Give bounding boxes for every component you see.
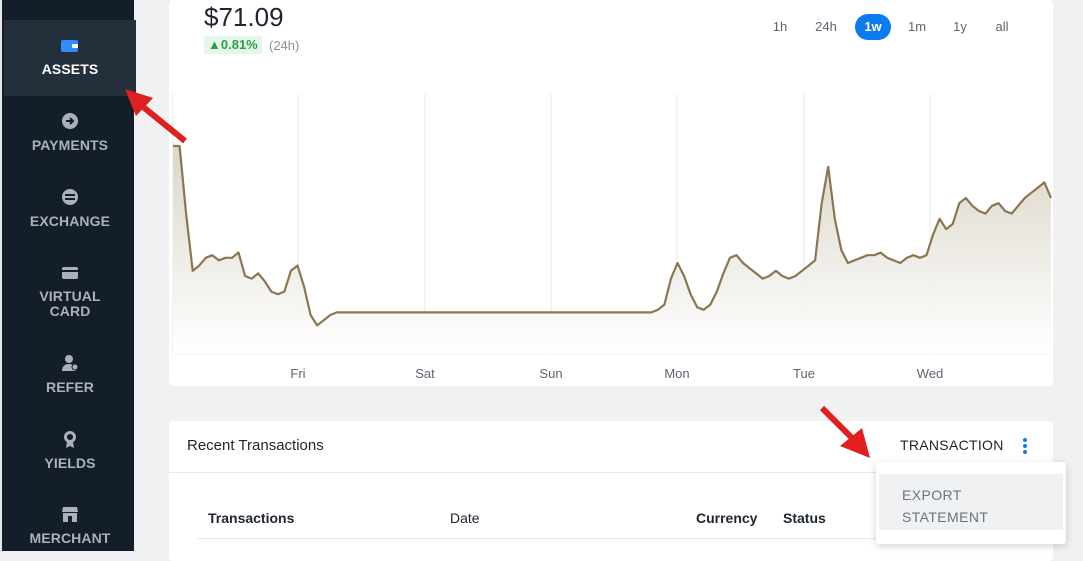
column-header-status[interactable]: Status	[783, 510, 826, 526]
sidebar-item-assets[interactable]: ASSETS	[4, 20, 136, 96]
sidebar-item-label: REFER	[46, 379, 94, 395]
range-all-button[interactable]: all	[995, 19, 1009, 34]
sidebar-item-virtual-card[interactable]: VIRTUAL CARD	[4, 266, 136, 319]
sidebar: ASSETS PAYMENTS EXCHANGE VIRTUAL CARD RE…	[0, 0, 136, 551]
medal-icon	[64, 431, 76, 448]
range-1w-button[interactable]: 1w	[855, 14, 891, 40]
column-header-currency[interactable]: Currency	[696, 510, 758, 526]
price-change-badge: ▲0.81%	[204, 36, 262, 54]
x-tick-label: Sat	[415, 366, 435, 381]
options-dropdown: EXPORT STATEMENT	[876, 462, 1066, 544]
sidebar-item-label: MERCHANT	[29, 530, 111, 546]
card-icon	[62, 267, 78, 279]
sidebar-item-refer[interactable]: REFER	[4, 354, 136, 395]
exchange-icon	[62, 189, 78, 205]
wallet-icon	[61, 40, 78, 52]
divider	[197, 538, 1053, 539]
column-header-transactions[interactable]: Transactions	[208, 510, 295, 526]
sidebar-item-yields[interactable]: YIELDS	[4, 430, 136, 471]
sidebar-item-merchant[interactable]: MERCHANT	[4, 505, 136, 546]
range-1m-button[interactable]: 1m	[907, 19, 927, 34]
more-options-icon[interactable]	[1018, 436, 1032, 458]
sidebar-item-label: YIELDS	[44, 455, 96, 471]
store-icon	[62, 507, 78, 522]
x-tick-label: Sun	[539, 366, 563, 381]
sidebar-item-label-line2: CARD	[49, 303, 91, 319]
sidebar-item-label: PAYMENTS	[31, 137, 109, 153]
divider	[169, 472, 1053, 473]
column-header-date[interactable]: Date	[450, 510, 480, 526]
x-tick-label: Mon	[664, 366, 690, 381]
sidebar-item-label-line1: VIRTUAL	[39, 288, 101, 304]
price-chart-card	[169, 0, 1053, 386]
sidebar-item-label: EXCHANGE	[29, 213, 111, 229]
transactions-title: Recent Transactions	[187, 437, 324, 454]
annotation-arrow-icon	[819, 405, 870, 458]
x-tick-label: Fri	[290, 366, 306, 381]
transaction-filter-button[interactable]: TRANSACTION	[900, 437, 1004, 453]
range-24h-button[interactable]: 24h	[815, 19, 837, 34]
sidebar-item-label: ASSETS	[41, 61, 99, 77]
range-1h-button[interactable]: 1h	[772, 19, 788, 34]
x-tick-label: Wed	[916, 366, 944, 381]
annotation-arrow-icon	[125, 89, 187, 144]
menu-item-label-line1: EXPORT	[902, 487, 962, 503]
menu-item-label-line2: STATEMENT	[902, 509, 989, 525]
price-change-period: (24h)	[269, 38, 300, 53]
asset-price: $71.09	[204, 2, 284, 32]
x-tick-label: Tue	[793, 366, 815, 381]
triangle-up-icon: ▲	[208, 37, 221, 52]
sidebar-item-exchange[interactable]: EXCHANGE	[4, 188, 136, 229]
price-change-value: 0.81%	[220, 37, 258, 52]
sidebar-item-payments[interactable]: PAYMENTS	[4, 112, 136, 153]
range-1y-button[interactable]: 1y	[953, 19, 967, 34]
user-icon	[62, 355, 79, 371]
arrow-circle-icon	[62, 113, 78, 129]
export-statement-menu-item[interactable]: EXPORT STATEMENT	[879, 474, 1063, 530]
